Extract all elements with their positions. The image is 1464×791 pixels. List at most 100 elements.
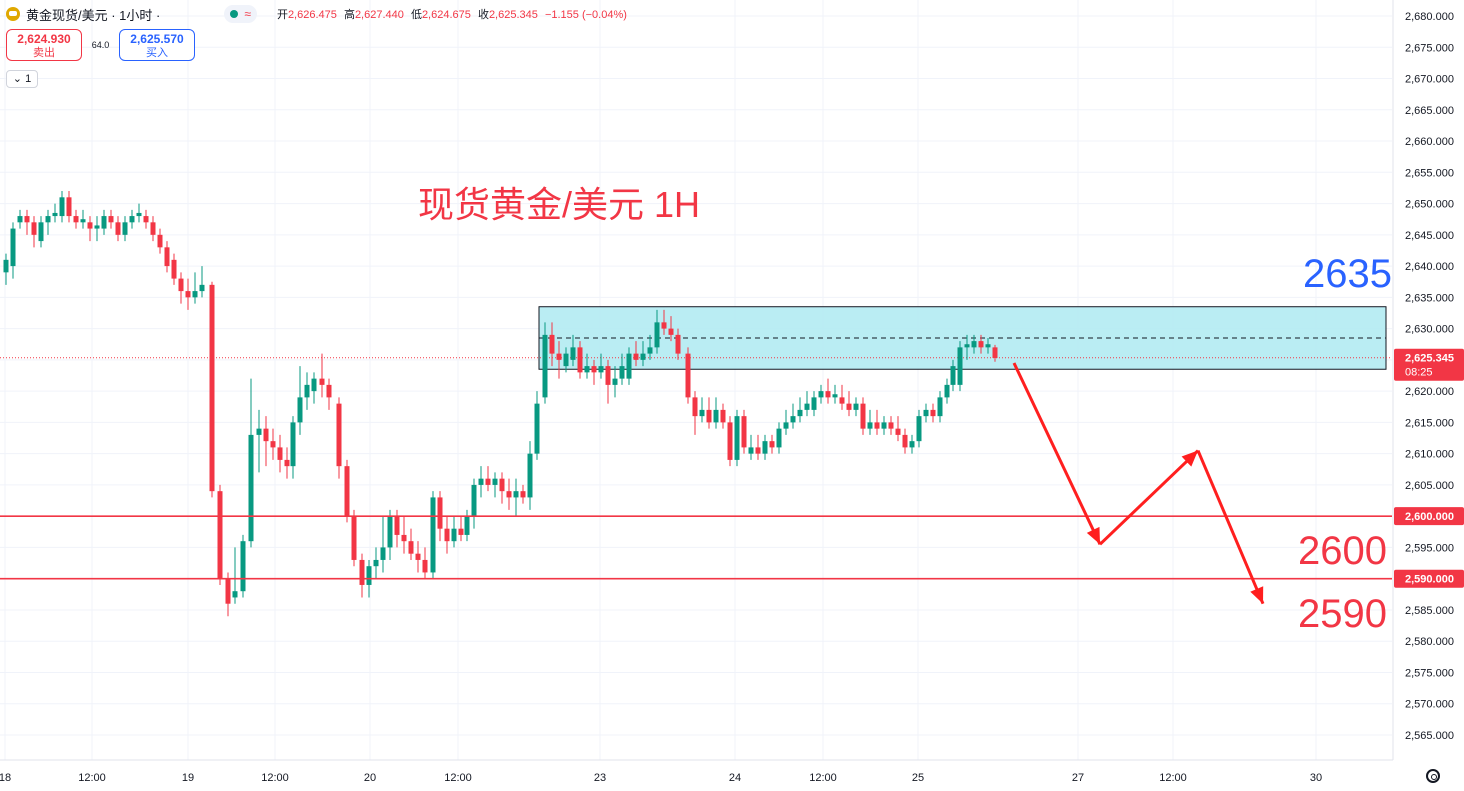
candle bbox=[895, 416, 901, 442]
candle-body bbox=[591, 366, 597, 373]
candle bbox=[556, 341, 562, 379]
candle-body bbox=[853, 403, 859, 410]
candle bbox=[527, 441, 533, 510]
candle-body bbox=[846, 403, 852, 410]
candle-body bbox=[80, 219, 86, 223]
candle-body bbox=[3, 259, 9, 273]
candle bbox=[762, 434, 768, 460]
candle bbox=[444, 516, 450, 554]
price-tick-label: 2,645.000 bbox=[1405, 230, 1454, 242]
layers-toggle[interactable]: ⌄ 1 bbox=[6, 70, 38, 88]
candle-body bbox=[992, 347, 998, 358]
candle bbox=[839, 384, 845, 410]
candle-body bbox=[422, 559, 428, 573]
candle-body bbox=[430, 497, 436, 573]
candle bbox=[957, 341, 963, 392]
candle bbox=[647, 334, 653, 360]
price-axis[interactable]: 2,565.000 2,570.000 2,575.000 2,580.000 2,58… bbox=[1392, 0, 1464, 791]
candle bbox=[978, 334, 984, 354]
forecast-arrowhead bbox=[1086, 526, 1100, 545]
candle-body bbox=[451, 528, 457, 542]
candle bbox=[209, 281, 215, 498]
candle bbox=[94, 216, 100, 242]
candle bbox=[359, 553, 365, 598]
change-value: −1.155 (−0.04%) bbox=[544, 9, 627, 21]
candle bbox=[964, 334, 970, 360]
candle bbox=[881, 416, 887, 435]
candle-body bbox=[902, 434, 908, 448]
chevron-down-icon: ⌄ bbox=[12, 73, 23, 85]
sell-button[interactable]: 2,624.930 卖出 bbox=[6, 29, 82, 61]
low-value: 2,624.675 bbox=[421, 9, 471, 21]
buy-button[interactable]: 2,625.570 买入 bbox=[119, 29, 195, 61]
candle bbox=[80, 209, 86, 229]
candle bbox=[853, 397, 859, 417]
candle-body bbox=[52, 212, 58, 217]
horizontal-lines[interactable] bbox=[0, 515, 1392, 580]
market-status[interactable]: ≈ bbox=[224, 5, 257, 23]
candle bbox=[492, 472, 498, 498]
candle bbox=[3, 253, 9, 285]
time-axis[interactable]: 18 12:00 19 12:00 20 12:00 23 24 12:00 25 27 12:00 3… bbox=[0, 759, 1393, 791]
candle-body bbox=[129, 216, 135, 223]
candle bbox=[150, 216, 156, 242]
time-tick-label: 12:00 bbox=[1159, 772, 1187, 784]
time-tick-label: 23 bbox=[594, 772, 606, 784]
candle bbox=[401, 516, 407, 554]
candle-body bbox=[94, 225, 100, 229]
candle-body bbox=[263, 428, 269, 442]
candle-body bbox=[804, 403, 810, 410]
symbol-title[interactable]: 黄金现货/美元 · 1小时 · bbox=[26, 7, 161, 23]
candle bbox=[867, 409, 873, 435]
candle-body bbox=[888, 422, 894, 429]
candle-body bbox=[675, 334, 681, 354]
candle bbox=[811, 391, 817, 417]
candle bbox=[108, 209, 114, 229]
chart-title: 现货黄金/美元 1H bbox=[418, 184, 700, 225]
candle-body bbox=[290, 422, 296, 467]
candle-body bbox=[101, 216, 107, 229]
time-tick-label: 18 bbox=[0, 772, 11, 784]
candle bbox=[619, 353, 625, 385]
candle bbox=[720, 403, 726, 429]
candle bbox=[304, 372, 310, 410]
buy-label: 买入 bbox=[146, 47, 168, 59]
gear-icon[interactable] bbox=[1426, 769, 1440, 783]
price-tick-label: 2,630.000 bbox=[1405, 324, 1454, 336]
candle bbox=[930, 403, 936, 423]
candle bbox=[675, 328, 681, 360]
candle bbox=[584, 353, 590, 379]
candle-body bbox=[527, 453, 533, 498]
price-tick-label: 2,580.000 bbox=[1405, 636, 1454, 648]
candle bbox=[430, 491, 436, 579]
price-tick-label: 2,575.000 bbox=[1405, 667, 1454, 679]
candle-body bbox=[444, 528, 450, 542]
candle bbox=[297, 366, 303, 435]
candle-body bbox=[150, 222, 156, 235]
candle-body bbox=[24, 216, 30, 223]
sell-label: 卖出 bbox=[33, 47, 55, 59]
candle bbox=[17, 209, 23, 229]
candle-body bbox=[520, 491, 526, 498]
candle bbox=[591, 359, 597, 385]
candle-body bbox=[762, 441, 768, 454]
candle bbox=[344, 459, 350, 523]
candle-body bbox=[563, 353, 569, 367]
candle bbox=[612, 366, 618, 398]
candle bbox=[825, 378, 831, 404]
candle bbox=[937, 391, 943, 423]
candle-body bbox=[10, 228, 16, 267]
candle bbox=[478, 466, 484, 498]
candle-body bbox=[776, 428, 782, 448]
candle-body bbox=[668, 328, 674, 335]
candle-body bbox=[277, 447, 283, 460]
candle bbox=[776, 422, 782, 454]
candle-body bbox=[895, 428, 901, 435]
candle bbox=[336, 397, 342, 479]
candle-body bbox=[401, 534, 407, 542]
price-tick-label: 2,605.000 bbox=[1405, 480, 1454, 492]
candle-body bbox=[633, 353, 639, 360]
candle bbox=[185, 278, 191, 310]
candle-body bbox=[326, 384, 332, 398]
